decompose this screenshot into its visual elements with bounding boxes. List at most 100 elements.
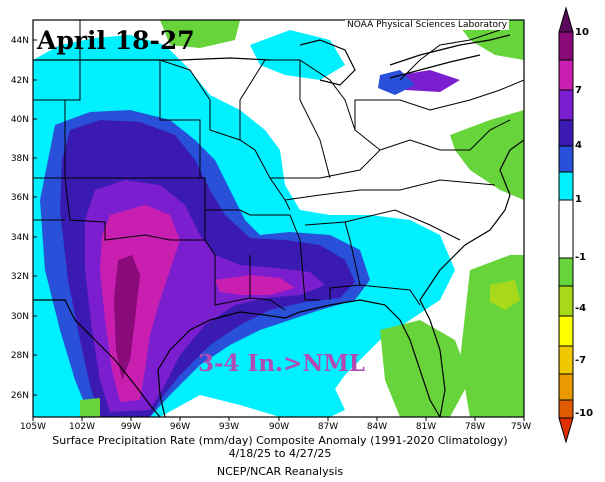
colorbar-label: -1 — [575, 252, 587, 263]
boundary-line-9 — [204, 239, 286, 311]
lon-label: 90W — [269, 422, 289, 432]
lat-tick-34: 34N — [11, 233, 37, 243]
colorbar-swatch — [558, 59, 574, 91]
colorbar-swatch — [558, 315, 574, 347]
lon-label: 84W — [367, 422, 387, 432]
anomaly-field — [33, 20, 524, 417]
lon-tick-93: 93W — [219, 417, 239, 432]
boundary-line-18 — [239, 59, 381, 151]
colorbar-swatch — [558, 171, 574, 201]
colorbar-swatch — [558, 31, 574, 61]
annotation-label: 3-4 In.>NML — [198, 350, 365, 377]
boundary-line-6 — [159, 60, 201, 178]
lat-label: 30N — [11, 312, 29, 322]
lon-label: 87W — [318, 422, 338, 432]
colorbar-swatch — [558, 399, 574, 419]
canada-border — [33, 57, 271, 61]
map-title: April 18-27 — [37, 26, 195, 55]
contour-lakes-blue — [378, 70, 415, 95]
mexico-border — [33, 299, 161, 417]
lat-tick-40: 40N — [11, 115, 37, 125]
contour-dry-florida — [380, 320, 470, 417]
boundary-line-20 — [299, 60, 331, 179]
lat-tick-32: 32N — [11, 272, 37, 282]
contour-lakes-purple — [400, 70, 460, 92]
contour-magenta-louisiana — [215, 275, 295, 295]
lat-label: 40N — [11, 115, 29, 125]
lon-tick-99: 99W — [121, 417, 141, 432]
contour-strong-wet — [114, 255, 140, 380]
lat-tick-30: 30N — [11, 312, 37, 322]
caption-line-3: NCEP/NCAR Reanalysis — [216, 465, 344, 478]
boundary-line-14 — [344, 209, 461, 241]
lon-label: 75W — [511, 422, 531, 432]
caption-line-1: Surface Precipitation Rate (mm/day) Comp… — [52, 434, 508, 447]
contour-light-wet-north — [250, 30, 345, 80]
lat-label: 28N — [11, 351, 29, 361]
colorbar-label: -4 — [575, 303, 587, 314]
boundary-line-17 — [270, 139, 441, 179]
boundary-line-22 — [440, 119, 511, 151]
colorbar-label: -10 — [575, 408, 594, 419]
colorbar-swatch — [558, 373, 574, 401]
boundary-line-4 — [64, 177, 205, 241]
lon-label: 81W — [416, 422, 436, 432]
lon-tick-84: 84W — [367, 417, 387, 432]
lat-label: 26N — [11, 391, 29, 401]
colorbar-label: 10 — [575, 27, 589, 38]
boundary-line-12 — [289, 214, 320, 301]
colorbar-swatch — [558, 285, 574, 317]
lake-ontario — [389, 54, 481, 79]
lat-label: 34N — [11, 233, 29, 243]
boundary-line-23 — [399, 29, 501, 81]
colorbar — [558, 6, 574, 444]
contour-dry-atlantic — [460, 255, 524, 417]
atlantic-coast — [419, 139, 524, 417]
lon-label: 102W — [69, 422, 95, 432]
caption-line-2: 4/18/25 to 4/27/25 — [228, 447, 332, 460]
lat-tick-36: 36N — [11, 193, 37, 203]
lat-label: 32N — [11, 272, 29, 282]
lat-tick-38: 38N — [11, 154, 37, 164]
colorbar-label: 4 — [575, 140, 582, 151]
contour-dry-nw — [160, 20, 240, 48]
colorbar-top-arrow — [558, 6, 574, 33]
lon-label: 78W — [465, 422, 485, 432]
lon-tick-105: 105W — [20, 417, 46, 432]
lake-michigan — [299, 39, 356, 86]
boundary-line-19 — [354, 99, 431, 130]
colorbar-label: 1 — [575, 194, 582, 205]
lon-label: 93W — [219, 422, 239, 432]
lat-label: 38N — [11, 154, 29, 164]
lat-label: 44N — [11, 36, 29, 46]
colorbar-swatch — [558, 257, 574, 287]
lon-label: 105W — [20, 422, 46, 432]
lon-tick-102: 102W — [69, 417, 95, 432]
lat-tick-28: 28N — [11, 351, 37, 361]
colorbar-label: 7 — [575, 85, 582, 96]
colorbar-swatch — [558, 145, 574, 173]
colorbar-label: -7 — [575, 355, 587, 366]
contour-dry-east — [450, 110, 524, 200]
lon-tick-87: 87W — [318, 417, 338, 432]
colorbar-swatch — [558, 199, 574, 259]
boundary-line-13 — [304, 221, 361, 300]
boundary-line-21 — [429, 79, 524, 111]
contour-light-wet-gulf — [285, 378, 345, 417]
lat-axis: 44N 42N 40N 38N 36N 34N 32N 30N 28N 26N — [11, 36, 37, 401]
boundary-line-3 — [65, 177, 206, 240]
contour-dry-gulf-south — [80, 398, 100, 417]
lat-label: 42N — [11, 76, 29, 86]
colorbar-bottom-arrow — [558, 417, 574, 444]
boundary-line-8 — [189, 69, 291, 211]
lon-label: 99W — [121, 422, 141, 432]
lon-axis: 105W 102W 99W 96W 93W 90W 87W 84W 81W 78… — [20, 417, 531, 432]
lat-tick-42: 42N — [11, 76, 37, 86]
lat-label: 36N — [11, 193, 29, 203]
colorbar-swatch — [558, 89, 574, 121]
credit-label: NOAA Physical Sciences Laboratory — [345, 20, 510, 30]
lat-tick-26: 26N — [11, 391, 37, 401]
boundary-line-15 — [359, 284, 421, 306]
lon-tick-81: 81W — [416, 417, 436, 432]
colorbar-swatch — [558, 345, 574, 375]
